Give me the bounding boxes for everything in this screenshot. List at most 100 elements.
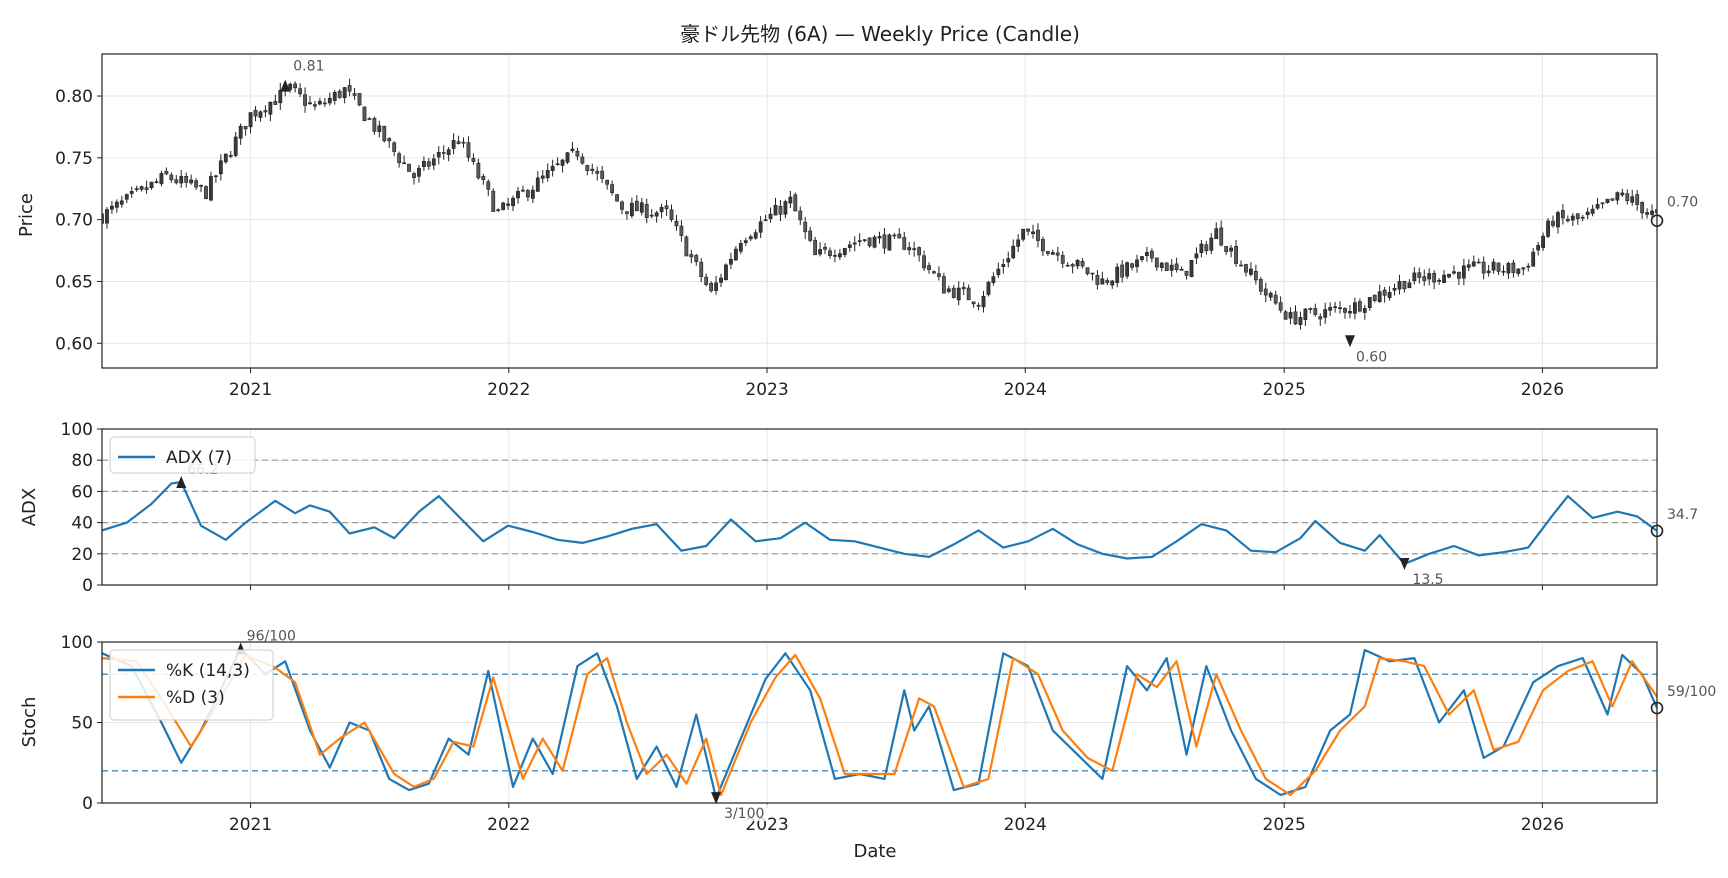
candle-body xyxy=(1229,247,1234,252)
y-tick-label: 20 xyxy=(71,545,93,565)
candle-body xyxy=(629,202,634,217)
x-axis-label: Date xyxy=(853,841,896,862)
candle-body xyxy=(223,153,228,163)
candle-body xyxy=(1288,312,1293,319)
candle-body xyxy=(1496,262,1501,272)
candle-body xyxy=(1521,267,1526,270)
candle-body xyxy=(922,255,926,269)
candle-body xyxy=(233,136,238,156)
candle-body xyxy=(1590,208,1595,214)
candle-body xyxy=(134,188,139,190)
candle-body xyxy=(1263,288,1268,296)
candle-body xyxy=(144,187,149,190)
last-annotation: 0.70 xyxy=(1667,195,1698,211)
candle-body xyxy=(288,83,293,90)
candle-body xyxy=(382,125,387,142)
candle-body xyxy=(1318,316,1323,320)
candle-body xyxy=(1209,237,1214,251)
candle-body xyxy=(1189,260,1194,278)
candle-body xyxy=(278,90,283,104)
candle-body xyxy=(1491,261,1496,271)
candle-body xyxy=(1427,273,1432,280)
plot-frame xyxy=(101,53,1658,369)
candle-body xyxy=(535,177,540,192)
candle-body xyxy=(1273,294,1278,304)
candle-body xyxy=(610,184,614,194)
candle-body xyxy=(1135,259,1139,268)
candle-body xyxy=(575,151,580,157)
candle-body xyxy=(1461,265,1466,279)
candle-body xyxy=(1110,280,1115,286)
candle-body xyxy=(105,209,109,224)
candle-body xyxy=(1070,264,1075,267)
candle-body xyxy=(298,88,302,95)
x-tick-label: 2026 xyxy=(1521,380,1564,400)
candle-body xyxy=(273,101,278,105)
candle-body xyxy=(550,165,555,171)
y-tick-label: 0.75 xyxy=(55,149,93,169)
candle-body xyxy=(768,213,773,219)
plot-frame xyxy=(101,641,1658,804)
candle-body xyxy=(521,189,525,192)
candle-body xyxy=(525,190,530,198)
candle-body xyxy=(1630,196,1635,203)
max-marker xyxy=(176,476,187,489)
candle-body xyxy=(1565,218,1570,222)
candle-body xyxy=(486,181,491,190)
y-tick-label: 80 xyxy=(71,451,93,471)
candle-body xyxy=(625,211,629,214)
candle-body xyxy=(218,160,223,175)
y-tick-label: 0 xyxy=(82,576,93,596)
candle-body xyxy=(1055,252,1060,256)
candle-body xyxy=(1551,220,1555,226)
y-tick-label: 0.60 xyxy=(55,334,93,354)
candle-body xyxy=(402,162,406,165)
candle-body xyxy=(1234,246,1238,264)
candle-body xyxy=(882,234,887,249)
candle-body xyxy=(1323,309,1328,318)
candle-body xyxy=(694,255,699,262)
candle-body xyxy=(426,161,431,167)
candle-body xyxy=(169,174,174,181)
candle-body xyxy=(1283,311,1288,320)
candle-body xyxy=(976,304,981,307)
candle-body xyxy=(669,209,674,220)
candle-body xyxy=(778,205,783,215)
candle-body xyxy=(639,202,644,213)
candle-body xyxy=(1343,308,1347,313)
candle-body xyxy=(1149,250,1154,259)
candle-body xyxy=(1392,288,1397,291)
candle-body xyxy=(392,142,397,152)
max-annotation: 0.81 xyxy=(293,59,324,75)
candle-body xyxy=(1397,281,1402,290)
y-tick-label: 0.80 xyxy=(55,87,93,107)
candle-body xyxy=(1065,264,1070,267)
min-annotation: 3/100 xyxy=(724,806,764,822)
candle-body xyxy=(1506,263,1511,274)
candle-body xyxy=(1016,239,1021,247)
candle-body xyxy=(941,276,946,294)
y-axis-label: ADX xyxy=(19,488,40,527)
candle-body xyxy=(352,93,357,96)
candle-body xyxy=(946,288,951,292)
candle-body xyxy=(1308,308,1313,310)
candle-body xyxy=(481,176,486,181)
candle-body xyxy=(1036,229,1040,241)
candle-body xyxy=(1402,280,1407,290)
candle-body xyxy=(407,163,411,172)
candle-body xyxy=(179,176,184,184)
candle-body xyxy=(1546,220,1550,237)
candle-body xyxy=(243,125,248,130)
candle-body xyxy=(337,90,342,98)
candle-body xyxy=(1511,262,1516,273)
y-tick-label: 0.70 xyxy=(55,211,93,231)
candle-body xyxy=(436,152,441,158)
last-annotation: 34.7 xyxy=(1667,507,1698,523)
candle-body xyxy=(213,175,218,178)
candle-body xyxy=(1184,270,1189,276)
candle-body xyxy=(263,110,268,113)
candle-body xyxy=(600,170,605,179)
candle-body xyxy=(194,180,199,188)
candle-body xyxy=(842,248,847,255)
candle-body xyxy=(456,141,461,144)
